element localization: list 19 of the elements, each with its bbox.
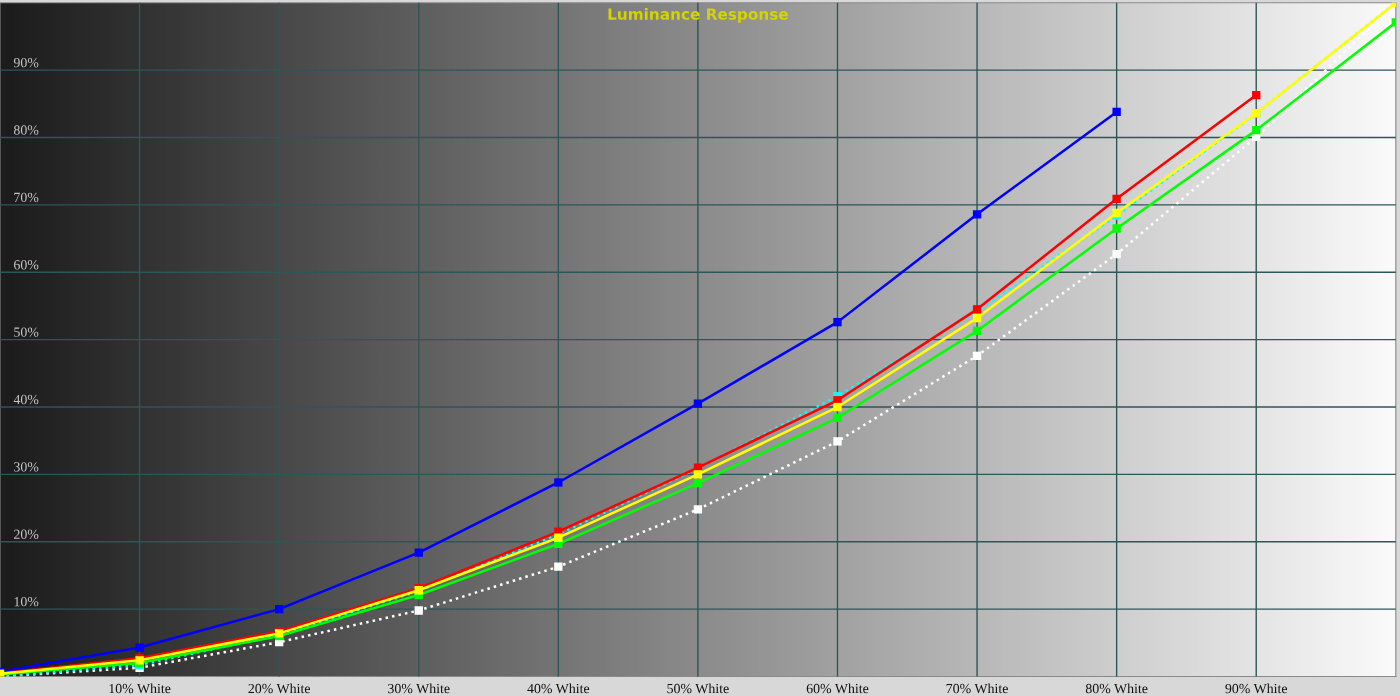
x-tick-label: 10% White [109,683,171,694]
x-tick-label: 20% White [248,683,310,694]
x-tick-label: 90% White [1225,683,1288,694]
x-tick-label: 30% White [388,683,450,694]
chart-title: Luminance Response [608,8,788,23]
x-tick-label: 50% White [667,683,729,694]
x-tick-label: 80% White [1085,683,1148,694]
x-tick-label: 60% White [806,683,869,694]
x-tick-label: 40% White [527,683,590,694]
y-tick-label: 90% [13,57,39,68]
y-tick-label: 30% [14,462,39,472]
y-tick-label: 60% [14,260,39,270]
y-tick-label: 80% [13,125,39,135]
x-tick-label: 70% White [946,683,1008,694]
y-tick-label: 70% [14,192,39,203]
y-tick-label: 40% [13,394,39,405]
y-tick-label: 20% [14,529,39,539]
y-tick-label: 10% [14,596,39,607]
y-tick-label: 50% [14,327,39,337]
